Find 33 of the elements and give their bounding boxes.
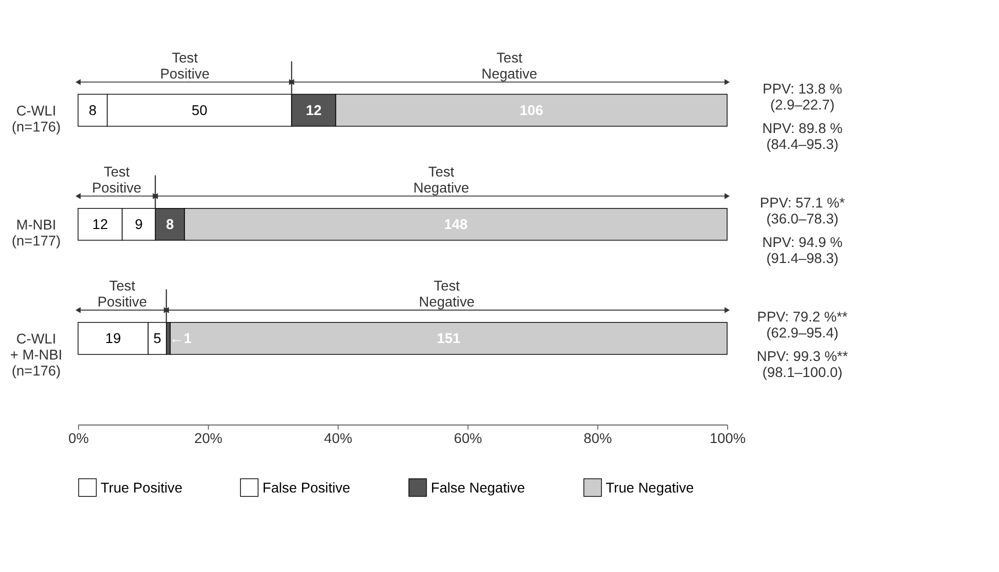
x-tick-label: 60% — [454, 430, 483, 446]
legend-label: False Negative — [430, 479, 526, 496]
legend-label: True Negative — [606, 479, 694, 496]
annotation: 9 — [134, 216, 143, 232]
x-tick-label: 0% — [68, 430, 90, 446]
text: PPV: 57.1 %* (36.0–78.3) — [760, 194, 846, 226]
legend-label: True Positive — [100, 479, 183, 496]
annotation: 19 — [105, 330, 122, 346]
x-tick-label: 20% — [194, 430, 223, 446]
y-tick-label: C-WLI (n=176) — [12, 102, 61, 134]
annotation: 12 — [306, 102, 322, 118]
annotation: 50 — [192, 102, 208, 118]
text: NPV: 94.9 % (91.4–98.3) — [762, 234, 843, 266]
annotation: Test Positive — [160, 49, 210, 82]
x-tick-label: 80% — [584, 430, 612, 446]
annotation: Test Positive — [92, 163, 142, 196]
annotation: 5 — [153, 330, 162, 346]
annotation: Test Negative — [482, 49, 538, 82]
annotation: 8 — [88, 102, 97, 118]
x-tick-label: 40% — [324, 430, 353, 446]
annotation: Test Negative — [413, 163, 470, 196]
text: PPV: 13.8 % (2.9–22.7) — [762, 80, 843, 112]
annotation: 12 — [92, 216, 108, 232]
y-tick-label: C-WLI + M-NBI (n=176) — [10, 330, 62, 378]
text: PPV: 79.2 %** (62.9–95.4) — [757, 308, 848, 340]
text: NPV: 99.3 %** (98.1–100.0) — [756, 348, 849, 380]
text: NPV: 89.8 % (84.4–95.3) — [762, 120, 843, 152]
annotation: Test Negative — [418, 277, 475, 310]
x-tick-label: 100% — [710, 430, 746, 446]
annotation: 8 — [166, 216, 174, 232]
annotation: Test Positive — [98, 277, 148, 310]
legend-label: False Positive — [262, 479, 350, 496]
y-tick-label: M-NBI (n=177) — [12, 216, 61, 248]
